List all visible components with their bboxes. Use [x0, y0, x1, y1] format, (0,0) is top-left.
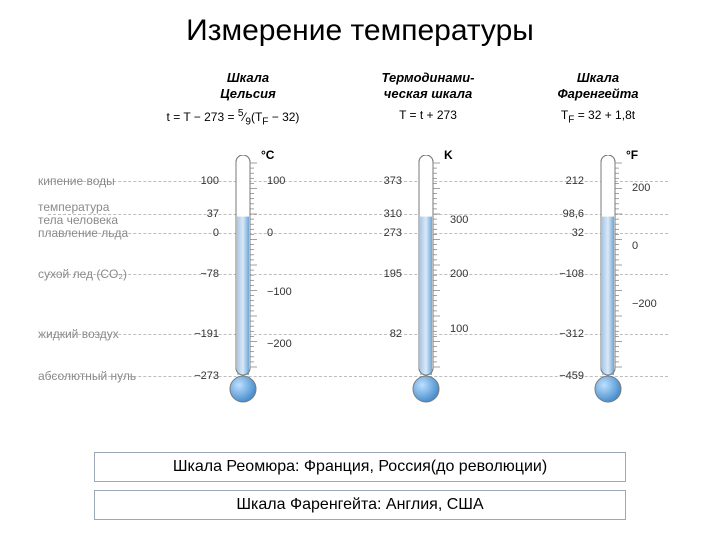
value-label: 273 [366, 227, 402, 239]
scale-tick: −200 [632, 298, 668, 310]
formula-celsius: t = T − 273 = 5⁄9(TF − 32) [138, 108, 328, 127]
value-label: 373 [366, 175, 402, 187]
thermometer [406, 155, 496, 409]
value-label: 212 [548, 175, 584, 187]
row-label: жидкий воздух [38, 328, 168, 341]
value-label: −273 [183, 370, 219, 382]
row-label: абсолютный нуль [38, 370, 168, 383]
col-header-celsius: ШкалаЦельсия [188, 70, 308, 103]
value-label: −108 [548, 268, 584, 280]
thermometer [223, 155, 313, 409]
page-title: Измерение температуры [0, 0, 720, 48]
scale-tick: 200 [632, 182, 668, 194]
col-header-fahrenheit: ШкалаФаренгейта [538, 70, 658, 103]
scale-tick: 200 [450, 268, 486, 280]
value-label: 310 [366, 208, 402, 220]
temperature-diagram: ШкалаЦельсия Термодинами-ческая шкала Шк… [48, 70, 672, 430]
value-label: −191 [183, 328, 219, 340]
unit-label: °F [626, 148, 638, 162]
row-label: плавление льда [38, 227, 168, 240]
row-label: сухой лед (CO₂) [38, 268, 168, 281]
formula-fahrenheit: TF = 32 + 1,8t [538, 108, 658, 125]
scale-tick: 100 [267, 175, 303, 187]
value-label: −459 [548, 370, 584, 382]
formula-kelvin: T = t + 273 [358, 108, 498, 122]
scale-tick: 0 [267, 227, 303, 239]
col-header-kelvin: Термодинами-ческая шкала [358, 70, 498, 103]
value-label: 98,6 [548, 208, 584, 220]
value-label: 195 [366, 268, 402, 280]
scale-tick: 0 [632, 240, 668, 252]
value-label: 37 [183, 208, 219, 220]
unit-label: K [444, 148, 453, 162]
value-label: 100 [183, 175, 219, 187]
row-label: температуратела человека [38, 201, 168, 227]
caption-fahrenheit: Шкала Фаренгейта: Англия, США [94, 490, 626, 520]
scale-tick: 300 [450, 214, 486, 226]
value-label: 82 [366, 328, 402, 340]
scale-tick: 100 [450, 323, 486, 335]
caption-reaumur: Шкала Реомюра: Франция, Россия(до револю… [94, 452, 626, 482]
unit-label: °C [261, 148, 274, 162]
value-label: −78 [183, 268, 219, 280]
scale-tick: −200 [267, 338, 303, 350]
value-label: 32 [548, 227, 584, 239]
value-label: −312 [548, 328, 584, 340]
row-label: кипение воды [38, 175, 168, 188]
value-label: 0 [183, 227, 219, 239]
scale-tick: −100 [267, 286, 303, 298]
